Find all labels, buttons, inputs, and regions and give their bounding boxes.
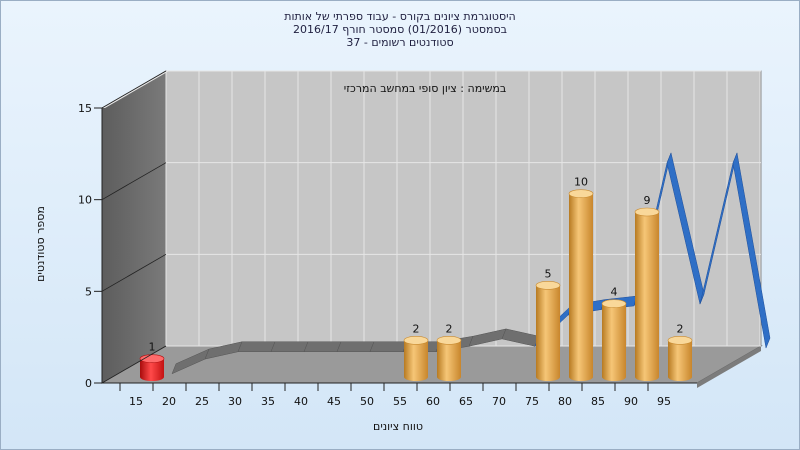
ribbon-segment <box>270 341 309 352</box>
bar-body <box>635 212 659 377</box>
bar-body <box>140 358 164 377</box>
x-tick-label: 95 <box>657 395 671 408</box>
x-tick-label: 70 <box>492 395 506 408</box>
x-axis-label: טווח ציונים <box>373 420 423 433</box>
x-tick-label: 15 <box>129 395 143 408</box>
x-tick-label: 25 <box>195 395 209 408</box>
x-tick-label: 40 <box>294 395 308 408</box>
bar <box>139 354 165 381</box>
bar <box>601 299 627 381</box>
x-tick-label: 65 <box>459 395 473 408</box>
title-line-1: היסטוגרמת ציונים בקורס - עבוד ספרתי של א… <box>284 10 516 23</box>
bar <box>667 336 693 381</box>
x-tick-label: 60 <box>426 395 440 408</box>
x-tick-label: 45 <box>327 395 341 408</box>
x-tick-label: 75 <box>525 395 539 408</box>
y-tick-diag <box>101 70 167 109</box>
bar-body <box>668 340 692 377</box>
ribbon-segment <box>303 341 342 352</box>
x-tick-label: 35 <box>261 395 275 408</box>
bar-base <box>569 373 593 381</box>
bar-body <box>536 285 560 377</box>
bar <box>568 189 594 381</box>
bar-base <box>437 373 461 381</box>
bar-base <box>635 373 659 381</box>
bar-top <box>667 336 693 345</box>
bar-top <box>535 281 561 290</box>
title-line-2: בסמסטר (01/2016) סמסטר חורף 2016/17 <box>293 23 507 36</box>
y-tick-label: 0 <box>85 377 92 390</box>
y-tick-diag <box>101 162 167 201</box>
bar-value-label: 9 <box>644 194 651 207</box>
y-tick-label: 15 <box>78 102 92 115</box>
plot-back-layer <box>100 70 763 388</box>
bar-base <box>140 373 164 381</box>
y-tick-diag <box>101 253 167 292</box>
bar-body <box>404 340 428 377</box>
bar-value-label: 5 <box>545 267 552 280</box>
x-tick-label: 90 <box>624 395 638 408</box>
bars-layer: 1 2 2 5 10 4 9 2 <box>139 176 693 381</box>
bar-value-label: 2 <box>446 322 453 335</box>
ribbon-segment <box>237 341 276 352</box>
x-tick-label: 85 <box>591 395 605 408</box>
title-line-3: סטודנטים רשומים - 37 <box>346 36 454 49</box>
bar-value-label: 4 <box>611 286 618 299</box>
x-tick-label: 50 <box>360 395 374 408</box>
x-tick-label: 30 <box>228 395 242 408</box>
bar-body <box>602 303 626 377</box>
bar-body <box>437 340 461 377</box>
bar-top <box>601 299 627 308</box>
chart-subtitle: במשימה : ציון סופי במחשב המרכזי <box>344 82 507 95</box>
bar-base <box>404 373 428 381</box>
y-tick-label: 5 <box>85 285 92 298</box>
bar-value-label: 2 <box>413 322 420 335</box>
floor-right-edge <box>697 346 761 388</box>
bar-base <box>602 373 626 381</box>
bar-top <box>139 354 165 363</box>
bar-top <box>634 207 660 217</box>
bar-base <box>536 373 560 381</box>
y-tick-label: 10 <box>78 194 92 207</box>
bar-body <box>569 193 593 377</box>
bar <box>436 336 462 381</box>
bar-base <box>668 373 692 381</box>
x-tick-label: 20 <box>162 395 176 408</box>
bar-value-label: 2 <box>677 322 684 335</box>
ribbon-segment <box>336 341 375 352</box>
x-tick-label: 55 <box>393 395 407 408</box>
x-tick-label: 80 <box>558 395 572 408</box>
bar-value-label: 10 <box>574 176 588 189</box>
ribbon-segment <box>369 341 408 352</box>
left-wall <box>101 70 167 384</box>
bar-top <box>403 336 429 345</box>
y-tick-diag <box>101 345 167 384</box>
chart-title-block: היסטוגרמת ציונים בקורס - עבוד ספרתי של א… <box>0 10 800 49</box>
ribbon-segment <box>732 152 771 349</box>
bar-top <box>436 336 462 345</box>
bar <box>634 207 660 381</box>
bar-value-label: 1 <box>149 341 156 354</box>
bar <box>535 281 561 381</box>
y-axis-label: מספר סטודנטים <box>34 206 47 282</box>
bar <box>403 336 429 381</box>
bar-top <box>568 189 594 198</box>
